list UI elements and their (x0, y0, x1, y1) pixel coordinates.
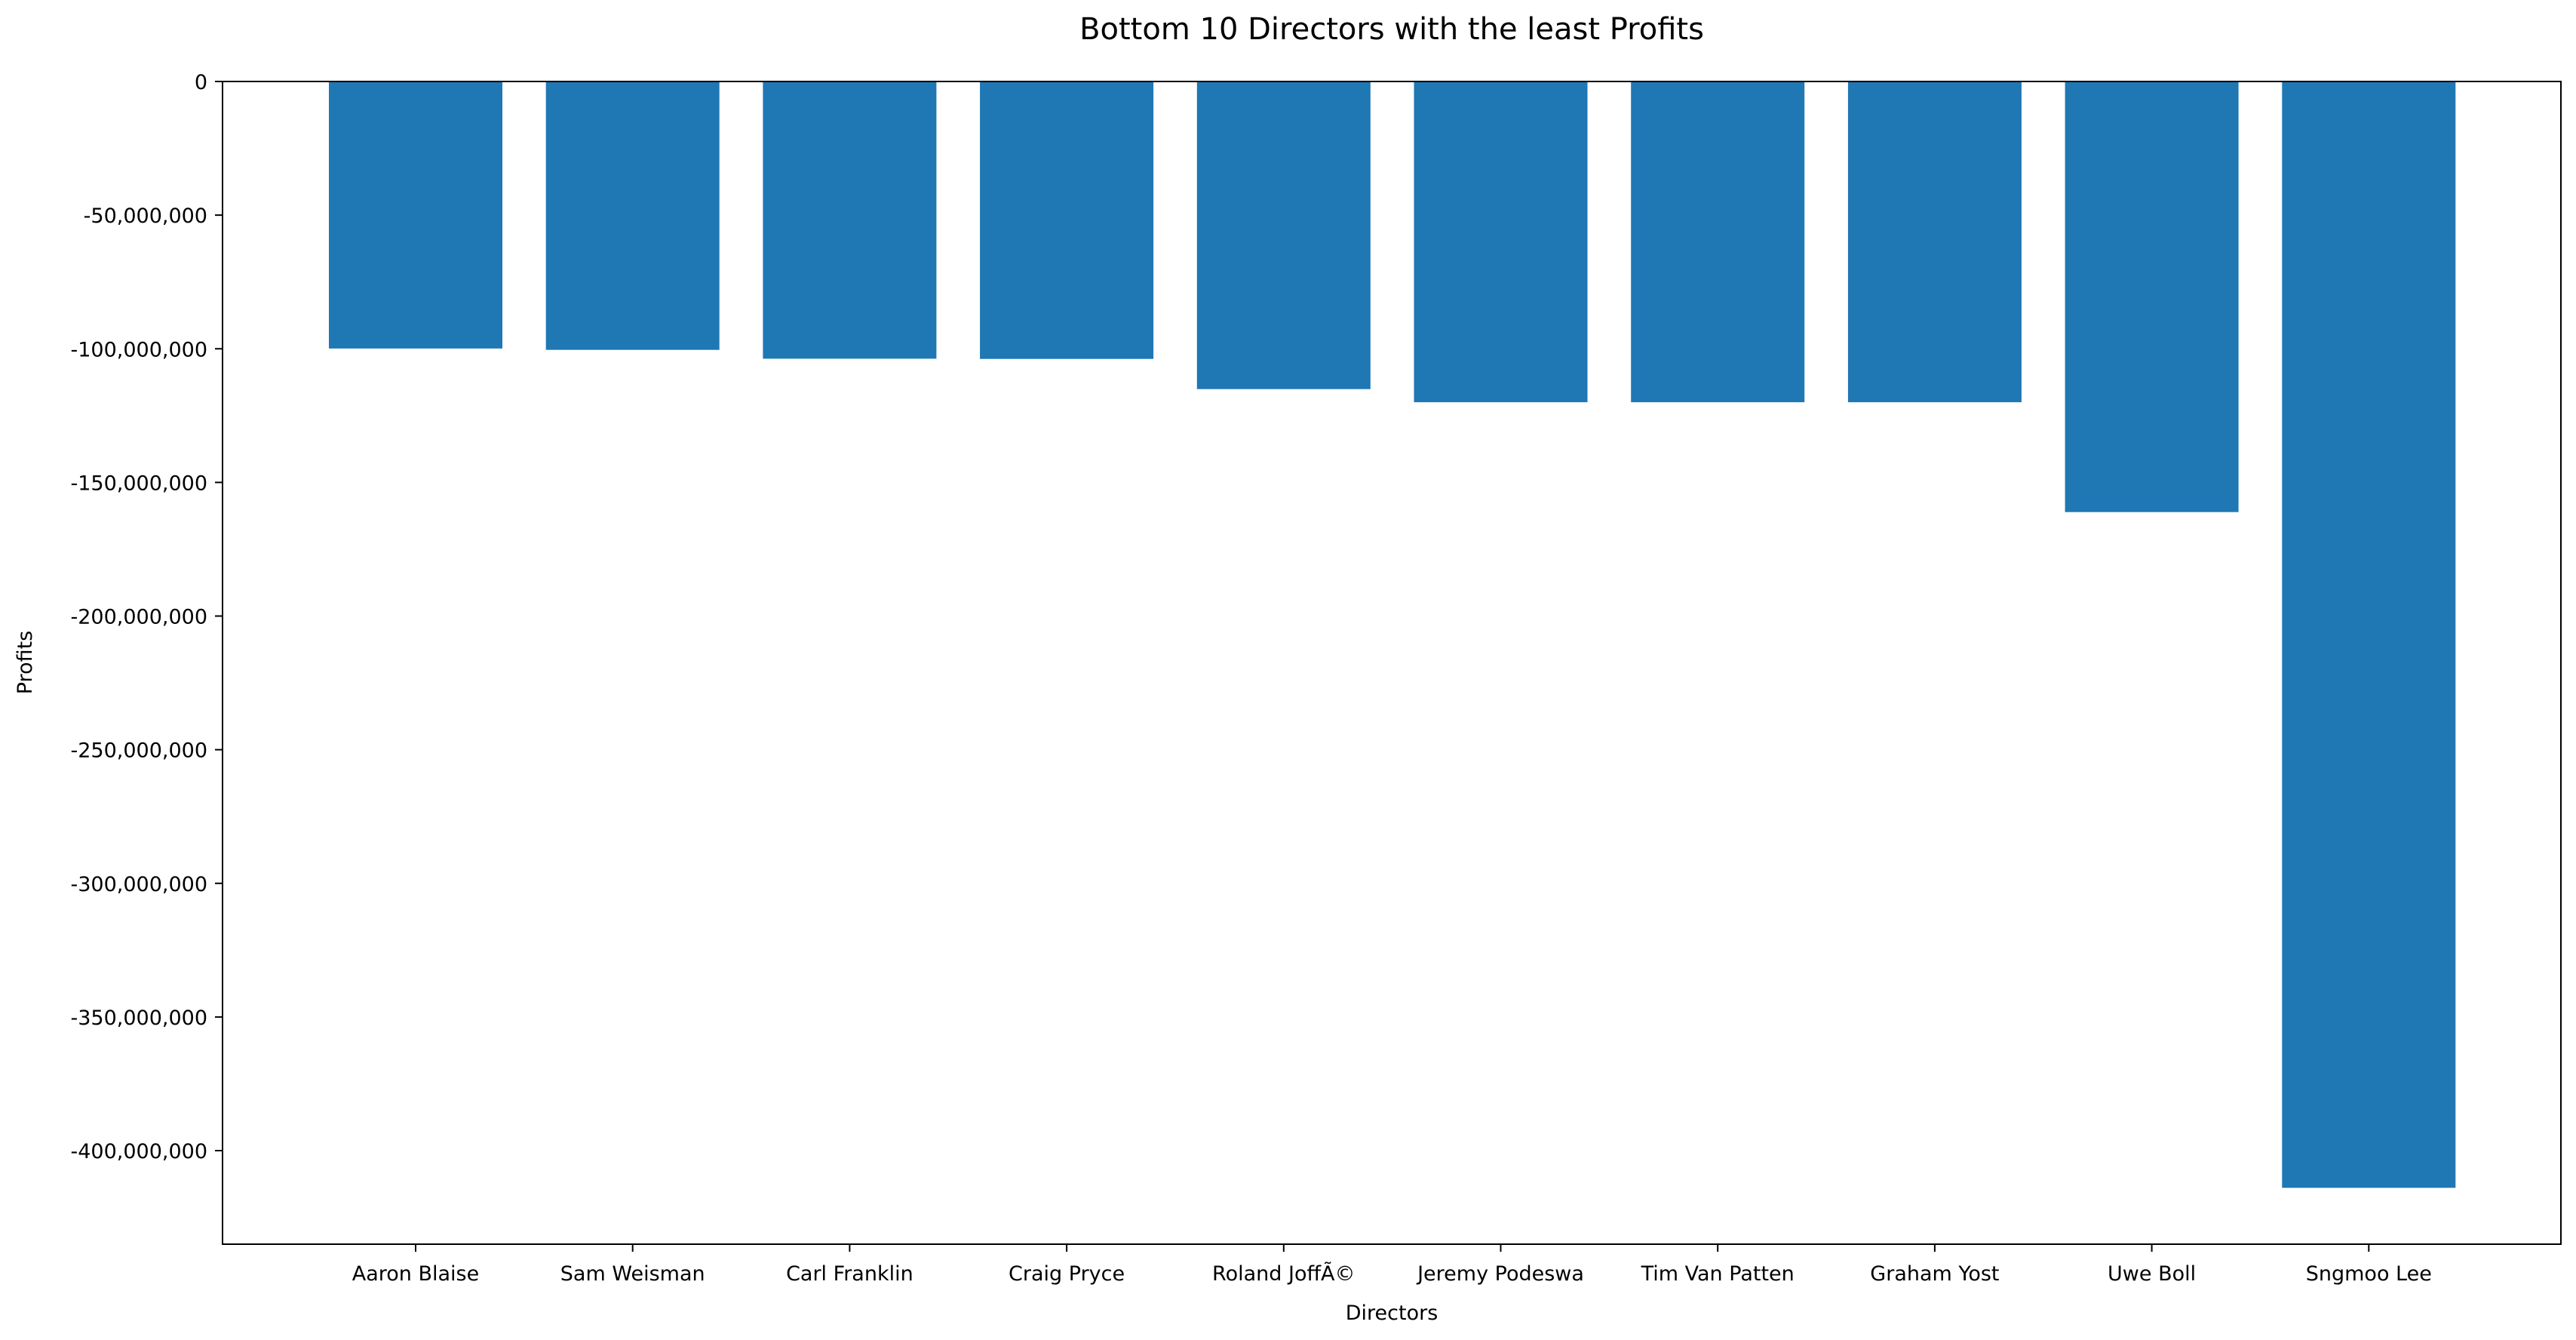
bars-group (329, 81, 2456, 1188)
bar (1196, 81, 1371, 389)
y-tick-label: -400,000,000 (70, 1140, 207, 1163)
y-tick-label: -350,000,000 (70, 1007, 207, 1030)
y-axis-label: Profits (14, 631, 37, 695)
x-tick-label: Aaron Blaise (352, 1262, 480, 1286)
x-tick-label: Roland JoffÃ© (1212, 1262, 1356, 1286)
bar (2065, 81, 2239, 512)
bar (1847, 81, 2022, 403)
x-tick-label: Graham Yost (1870, 1262, 1999, 1286)
bar (1631, 81, 1805, 403)
bar (1414, 81, 1588, 403)
y-tick-label: -100,000,000 (70, 338, 207, 361)
x-tick-label: Craig Pryce (1009, 1262, 1125, 1286)
x-tick-label: Jeremy Podeswa (1416, 1262, 1584, 1286)
y-tick-label: -300,000,000 (70, 873, 207, 896)
y-tick-label: -150,000,000 (70, 472, 207, 495)
x-tick-label: Sngmoo Lee (2306, 1262, 2432, 1286)
bar (545, 81, 720, 350)
x-tick-label: Uwe Boll (2108, 1262, 2196, 1286)
x-axis-ticks: Aaron Blaise Sam Weisman Carl Franklin Crai… (352, 1244, 2432, 1286)
chart-title: Bottom 10 Directors with the least Profi… (1079, 12, 1704, 47)
y-tick-label: -50,000,000 (84, 204, 207, 228)
x-tick-label: Tim Van Patten (1641, 1262, 1795, 1286)
x-tick-label: Carl Franklin (786, 1262, 913, 1286)
x-tick-label: Sam Weisman (560, 1262, 705, 1286)
y-tick-label: 0 (195, 71, 207, 94)
bar (980, 81, 1154, 359)
bar (2282, 81, 2456, 1188)
y-tick-label: -200,000,000 (70, 606, 207, 629)
bar (329, 81, 502, 349)
y-axis-ticks: 0 -50,000,000 -100,000,000 -150,000,000 -200… (70, 71, 223, 1163)
x-axis-label: Directors (1346, 1302, 1438, 1325)
bar (763, 81, 937, 359)
y-tick-label: -250,000,000 (70, 739, 207, 763)
plot-frame (222, 81, 2562, 1245)
